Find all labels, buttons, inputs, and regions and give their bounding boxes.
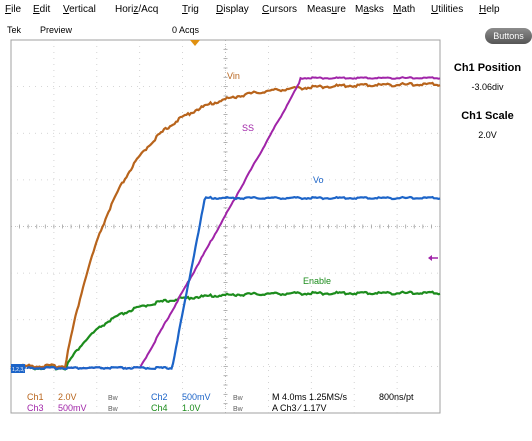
trigger-readout[interactable]: A Ch3 ⁄ 1.17V [272, 403, 327, 413]
ch1-position-value[interactable]: -3.06div [471, 82, 504, 92]
menu-math[interactable]: Math [393, 4, 416, 15]
acquisition-count: 0 Acqs [172, 25, 200, 35]
menu-vertical[interactable]: Vertical [63, 4, 96, 15]
menu-file[interactable]: File [5, 4, 22, 15]
vo-waveform [10, 195, 441, 371]
enable-label: Enable [303, 276, 331, 286]
ch2-label[interactable]: Ch2 [151, 392, 168, 402]
resolution-readout: 800ns/pt [379, 392, 414, 402]
ch3-bw: Bw [108, 406, 118, 413]
ch1-label[interactable]: Ch1 [27, 392, 44, 402]
trigger-level-arrow-icon[interactable] [428, 255, 438, 261]
brand-label: Tek [7, 25, 22, 35]
ch1-bw: Bw [108, 395, 118, 402]
ch1-scale-value[interactable]: 2.0V [478, 130, 497, 140]
ch1-position-title: Ch1 Position [453, 62, 522, 74]
ch4-label[interactable]: Ch4 [151, 403, 168, 413]
menu-display[interactable]: Display [216, 4, 249, 15]
graticule [10, 39, 441, 414]
ch3-label[interactable]: Ch3 [27, 403, 44, 413]
vo-label: Vo [313, 175, 324, 185]
ground-marker-label: 1,2,3,4 [12, 367, 28, 373]
ground-reference-marker[interactable] [11, 364, 25, 373]
menu-help[interactable]: Help [479, 4, 500, 15]
ch3-scale[interactable]: 500mV [58, 403, 87, 413]
acquisition-mode: Preview [40, 25, 73, 35]
ch2-bw: Bw [233, 395, 243, 402]
buttons-button[interactable]: Buttons [485, 28, 532, 44]
trigger-position-marker[interactable] [190, 40, 200, 46]
timebase-readout[interactable]: M 4.0ms 1.25MS/s [272, 392, 348, 402]
vin-waveform [10, 81, 441, 370]
menu-cursors[interactable]: Cursors [262, 4, 298, 15]
menu-bar: File Edit Vertical Horiz/Acq Trig Displa… [0, 0, 532, 20]
menu-utilities[interactable]: Utilities [431, 4, 464, 15]
enable-waveform [10, 290, 441, 371]
menu-measure[interactable]: Measure [307, 4, 346, 15]
menu-edit[interactable]: Edit [33, 4, 51, 15]
ch1-scale[interactable]: 2.0V [58, 392, 77, 402]
menu-horiz-acq[interactable]: Horiz/Acq [115, 4, 159, 15]
ch1-scale-title: Ch1 Scale [461, 110, 514, 122]
ch4-bw: Bw [233, 406, 243, 413]
ch2-scale[interactable]: 500mV [182, 392, 211, 402]
ch4-scale[interactable]: 1.0V [182, 403, 201, 413]
vin-label: Vin [227, 71, 240, 81]
menu-masks[interactable]: Masks [355, 4, 384, 15]
ss-label: SS [242, 123, 254, 133]
menu-trig[interactable]: Trig [182, 4, 199, 15]
